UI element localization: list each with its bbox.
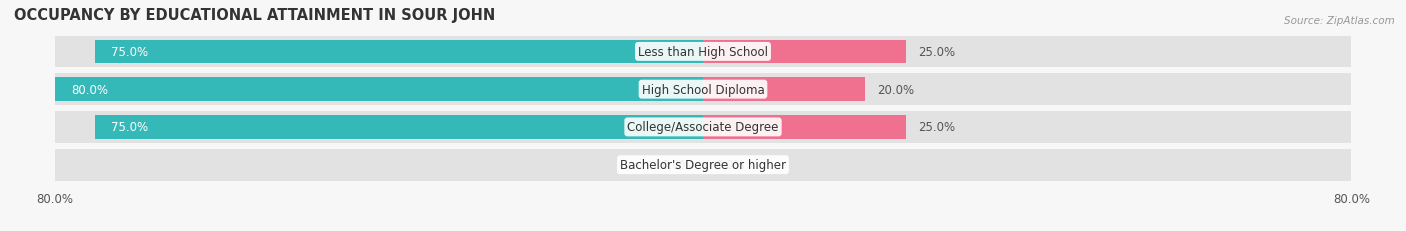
Text: 25.0%: 25.0%	[918, 46, 955, 59]
Text: 0.0%: 0.0%	[661, 158, 690, 171]
Text: Bachelor's Degree or higher: Bachelor's Degree or higher	[620, 158, 786, 171]
Text: 20.0%: 20.0%	[877, 83, 914, 96]
Text: College/Associate Degree: College/Associate Degree	[627, 121, 779, 134]
Bar	[55, 74, 1351, 106]
Bar	[55, 112, 1351, 143]
Text: Less than High School: Less than High School	[638, 46, 768, 59]
Text: 75.0%: 75.0%	[111, 46, 149, 59]
Text: Source: ZipAtlas.com: Source: ZipAtlas.com	[1284, 16, 1395, 26]
Text: OCCUPANCY BY EDUCATIONAL ATTAINMENT IN SOUR JOHN: OCCUPANCY BY EDUCATIONAL ATTAINMENT IN S…	[14, 7, 495, 22]
Text: 80.0%: 80.0%	[70, 83, 108, 96]
Bar	[55, 36, 1351, 68]
Bar	[96, 40, 703, 64]
Text: High School Diploma: High School Diploma	[641, 83, 765, 96]
Text: 0.0%: 0.0%	[716, 158, 745, 171]
Bar	[55, 78, 703, 101]
Bar	[96, 116, 703, 139]
Bar	[703, 78, 865, 101]
Bar	[703, 116, 905, 139]
Bar	[55, 149, 1351, 181]
Text: 25.0%: 25.0%	[918, 121, 955, 134]
Text: 75.0%: 75.0%	[111, 121, 149, 134]
Bar	[703, 40, 905, 64]
